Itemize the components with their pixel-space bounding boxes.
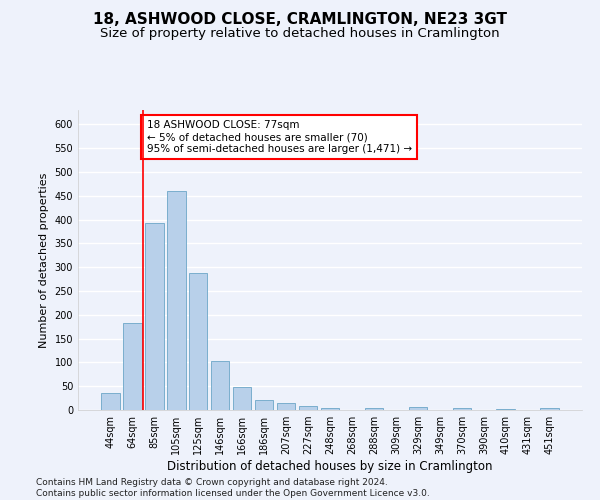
Bar xyxy=(277,403,295,410)
Bar xyxy=(255,400,274,410)
Bar xyxy=(101,394,119,410)
Bar xyxy=(452,408,471,410)
Bar xyxy=(320,408,340,410)
Bar xyxy=(145,223,164,410)
Bar xyxy=(299,406,317,410)
Bar xyxy=(409,407,427,410)
Bar xyxy=(365,408,383,410)
Bar xyxy=(233,386,251,410)
Text: Size of property relative to detached houses in Cramlington: Size of property relative to detached ho… xyxy=(100,28,500,40)
Bar xyxy=(211,361,229,410)
Bar xyxy=(496,408,515,410)
X-axis label: Distribution of detached houses by size in Cramlington: Distribution of detached houses by size … xyxy=(167,460,493,473)
Text: 18, ASHWOOD CLOSE, CRAMLINGTON, NE23 3GT: 18, ASHWOOD CLOSE, CRAMLINGTON, NE23 3GT xyxy=(93,12,507,28)
Bar xyxy=(189,274,208,410)
Bar xyxy=(541,408,559,410)
Bar xyxy=(123,324,142,410)
Bar xyxy=(167,191,185,410)
Text: Contains HM Land Registry data © Crown copyright and database right 2024.
Contai: Contains HM Land Registry data © Crown c… xyxy=(36,478,430,498)
Text: 18 ASHWOOD CLOSE: 77sqm
← 5% of detached houses are smaller (70)
95% of semi-det: 18 ASHWOOD CLOSE: 77sqm ← 5% of detached… xyxy=(146,120,412,154)
Y-axis label: Number of detached properties: Number of detached properties xyxy=(39,172,49,348)
